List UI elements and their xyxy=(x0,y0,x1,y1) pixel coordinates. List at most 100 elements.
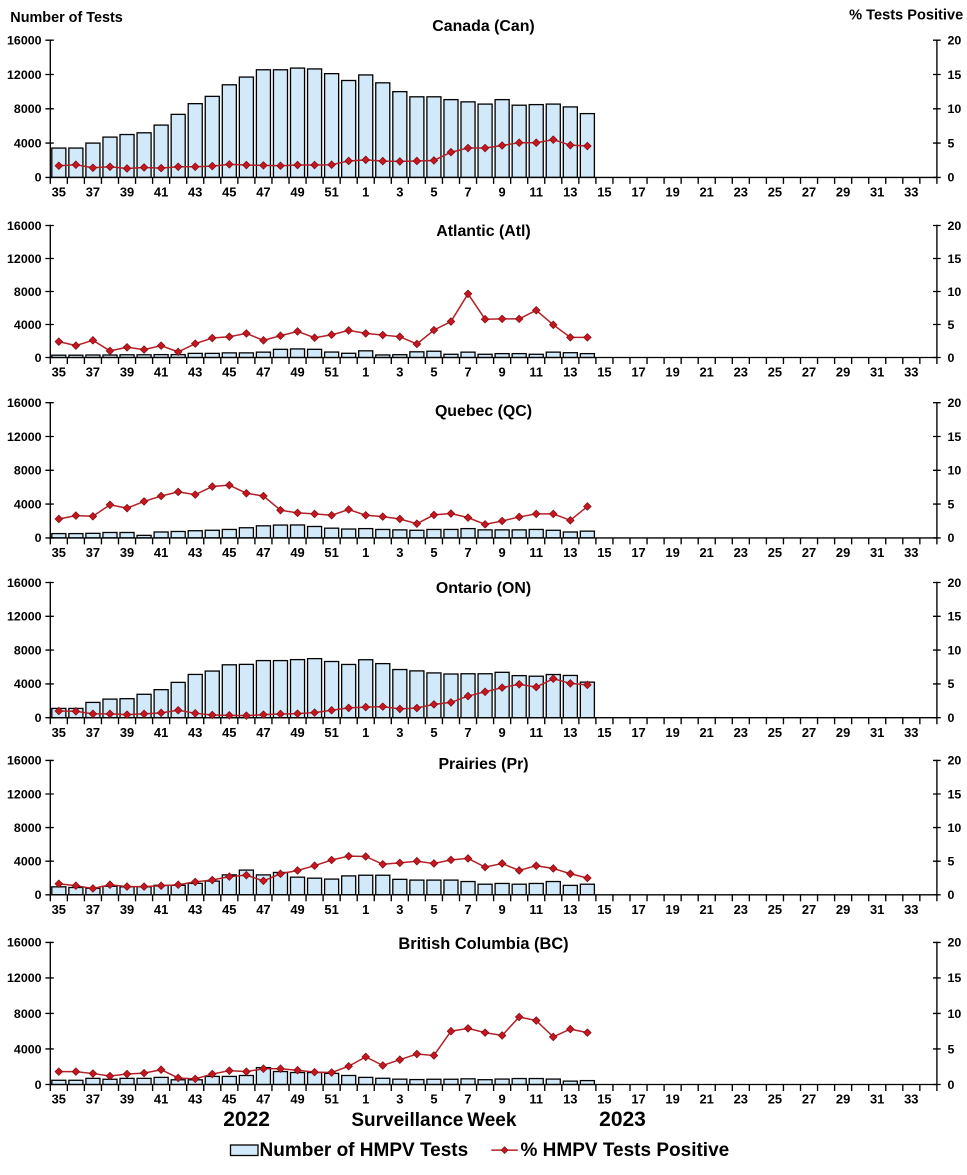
svg-text:7: 7 xyxy=(464,365,471,380)
svg-text:12000: 12000 xyxy=(7,971,42,985)
svg-text:5: 5 xyxy=(430,1092,437,1107)
svg-text:20: 20 xyxy=(948,576,962,590)
svg-text:45: 45 xyxy=(222,902,236,917)
svg-text:15: 15 xyxy=(597,545,611,560)
svg-text:39: 39 xyxy=(120,545,134,560)
svg-text:45: 45 xyxy=(222,545,236,560)
svg-text:1: 1 xyxy=(362,902,369,917)
svg-text:10: 10 xyxy=(948,102,962,116)
svg-text:5: 5 xyxy=(430,545,437,560)
svg-text:13: 13 xyxy=(563,1092,577,1107)
svg-text:3: 3 xyxy=(396,365,403,380)
svg-text:19: 19 xyxy=(665,1092,679,1107)
svg-text:0: 0 xyxy=(948,531,955,545)
svg-text:29: 29 xyxy=(836,545,850,560)
svg-text:21: 21 xyxy=(700,1092,714,1107)
svg-text:33: 33 xyxy=(904,902,918,917)
svg-text:41: 41 xyxy=(154,902,168,917)
svg-text:37: 37 xyxy=(86,725,100,740)
svg-text:15: 15 xyxy=(948,430,962,444)
svg-text:4000: 4000 xyxy=(14,318,42,332)
svg-text:23: 23 xyxy=(734,725,748,740)
svg-text:33: 33 xyxy=(904,185,918,200)
svg-text:10: 10 xyxy=(948,1007,962,1021)
svg-text:15: 15 xyxy=(948,971,962,985)
svg-text:49: 49 xyxy=(290,365,304,380)
svg-text:Number of Tests: Number of Tests xyxy=(10,10,122,26)
svg-text:17: 17 xyxy=(631,725,645,740)
svg-text:37: 37 xyxy=(86,1092,100,1107)
svg-text:8000: 8000 xyxy=(14,102,42,116)
svg-text:25: 25 xyxy=(768,902,782,917)
svg-text:49: 49 xyxy=(290,902,304,917)
svg-text:27: 27 xyxy=(802,185,816,200)
svg-text:27: 27 xyxy=(802,1092,816,1107)
svg-text:39: 39 xyxy=(120,725,134,740)
svg-text:Surveillance Week: Surveillance Week xyxy=(351,1110,516,1131)
svg-text:10: 10 xyxy=(948,464,962,478)
svg-text:13: 13 xyxy=(563,185,577,200)
svg-text:0: 0 xyxy=(35,888,42,902)
svg-text:8000: 8000 xyxy=(14,821,42,835)
svg-text:33: 33 xyxy=(904,725,918,740)
svg-text:37: 37 xyxy=(86,545,100,560)
svg-text:4000: 4000 xyxy=(14,855,42,869)
svg-text:3: 3 xyxy=(396,902,403,917)
svg-text:1: 1 xyxy=(362,365,369,380)
svg-text:11: 11 xyxy=(529,902,543,917)
svg-text:43: 43 xyxy=(188,902,202,917)
svg-text:43: 43 xyxy=(188,365,202,380)
svg-text:0: 0 xyxy=(948,351,955,365)
svg-text:11: 11 xyxy=(529,1092,543,1107)
svg-text:12000: 12000 xyxy=(7,68,42,82)
svg-text:British Columbia (BC): British Columbia (BC) xyxy=(398,935,568,953)
svg-text:Number of HMPV Tests: Number of HMPV Tests xyxy=(260,1140,469,1161)
svg-text:31: 31 xyxy=(870,1092,884,1107)
svg-text:15: 15 xyxy=(597,365,611,380)
svg-text:11: 11 xyxy=(529,725,543,740)
svg-text:51: 51 xyxy=(324,365,338,380)
svg-text:19: 19 xyxy=(665,545,679,560)
svg-text:27: 27 xyxy=(802,545,816,560)
svg-text:15: 15 xyxy=(597,1092,611,1107)
svg-text:39: 39 xyxy=(120,1092,134,1107)
svg-text:1: 1 xyxy=(362,185,369,200)
svg-text:45: 45 xyxy=(222,365,236,380)
svg-text:47: 47 xyxy=(256,725,270,740)
svg-text:4000: 4000 xyxy=(14,677,42,691)
svg-text:0: 0 xyxy=(35,1078,42,1092)
svg-text:47: 47 xyxy=(256,185,270,200)
svg-text:13: 13 xyxy=(563,902,577,917)
svg-text:27: 27 xyxy=(802,902,816,917)
svg-text:7: 7 xyxy=(464,902,471,917)
svg-text:31: 31 xyxy=(870,902,884,917)
svg-text:8000: 8000 xyxy=(14,464,42,478)
svg-text:49: 49 xyxy=(290,185,304,200)
svg-text:15: 15 xyxy=(948,68,962,82)
svg-text:25: 25 xyxy=(768,725,782,740)
svg-text:0: 0 xyxy=(948,171,955,185)
svg-text:11: 11 xyxy=(529,365,543,380)
svg-text:9: 9 xyxy=(499,545,506,560)
svg-text:13: 13 xyxy=(563,365,577,380)
svg-text:39: 39 xyxy=(120,365,134,380)
svg-text:Ontario (ON): Ontario (ON) xyxy=(436,580,531,597)
svg-text:51: 51 xyxy=(324,185,338,200)
svg-text:17: 17 xyxy=(631,185,645,200)
svg-text:25: 25 xyxy=(768,1092,782,1107)
svg-text:47: 47 xyxy=(256,545,270,560)
svg-text:19: 19 xyxy=(665,365,679,380)
svg-text:20: 20 xyxy=(948,936,962,950)
svg-text:41: 41 xyxy=(154,545,168,560)
svg-text:31: 31 xyxy=(870,725,884,740)
svg-text:15: 15 xyxy=(597,902,611,917)
svg-text:29: 29 xyxy=(836,1092,850,1107)
svg-text:5: 5 xyxy=(948,497,955,511)
svg-text:12000: 12000 xyxy=(7,610,42,624)
svg-text:0: 0 xyxy=(35,351,42,365)
svg-text:47: 47 xyxy=(256,902,270,917)
svg-text:45: 45 xyxy=(222,185,236,200)
svg-text:37: 37 xyxy=(86,365,100,380)
svg-text:13: 13 xyxy=(563,545,577,560)
svg-text:27: 27 xyxy=(802,725,816,740)
